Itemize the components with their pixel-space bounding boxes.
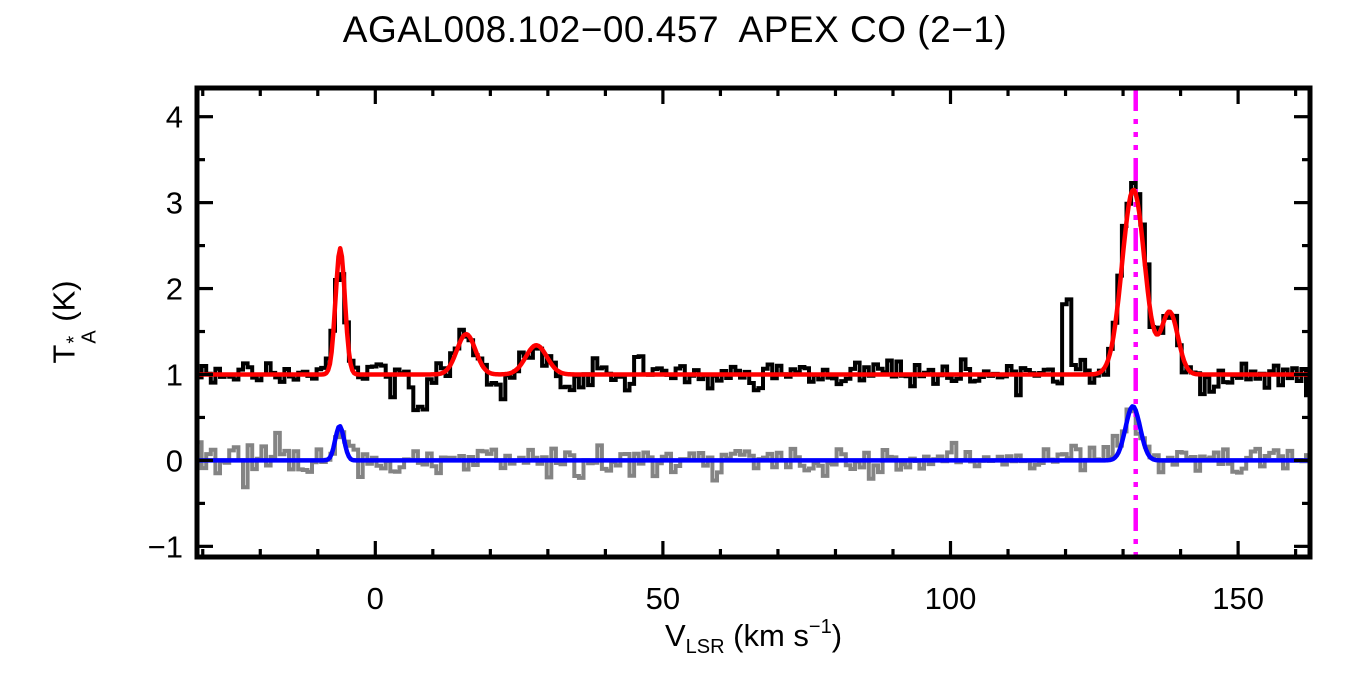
plot-frame: [194, 85, 1313, 560]
y-axis-label: T * A (K): [46, 280, 101, 364]
x-label-exponent: −1: [808, 616, 832, 638]
x-label-unit-open: (km s: [724, 618, 809, 653]
y-tick-label: 0: [166, 443, 183, 478]
x-label-symbol: V: [664, 618, 686, 653]
x-tick-label: 50: [646, 581, 680, 616]
chart-title: AGAL008.102−00.457 APEX CO (2−1): [342, 9, 1008, 50]
x-label-unit-close: ): [831, 618, 843, 653]
x-axis-label: VLSR (km s−1): [197, 616, 1310, 659]
y-tick-label: 3: [166, 186, 183, 221]
y-label-subscript: A: [78, 330, 101, 344]
residual-fit-path: [197, 404, 1310, 463]
x-label-subscript: LSR: [685, 636, 725, 658]
gaussian-fit-path: [197, 187, 1310, 377]
y-label-unit: (K): [46, 280, 82, 331]
y-label-script-stack: * A: [64, 330, 101, 344]
x-tick-label: 150: [1212, 581, 1264, 616]
x-tick-label: 100: [925, 581, 977, 616]
y-tick-label: −1: [148, 529, 183, 564]
y-tick-label: 4: [166, 100, 183, 135]
x-tick-label: 0: [367, 581, 384, 616]
y-tick-label: 1: [166, 357, 183, 392]
y-tick-label: 2: [166, 272, 183, 307]
y-label-symbol: T: [46, 344, 82, 364]
